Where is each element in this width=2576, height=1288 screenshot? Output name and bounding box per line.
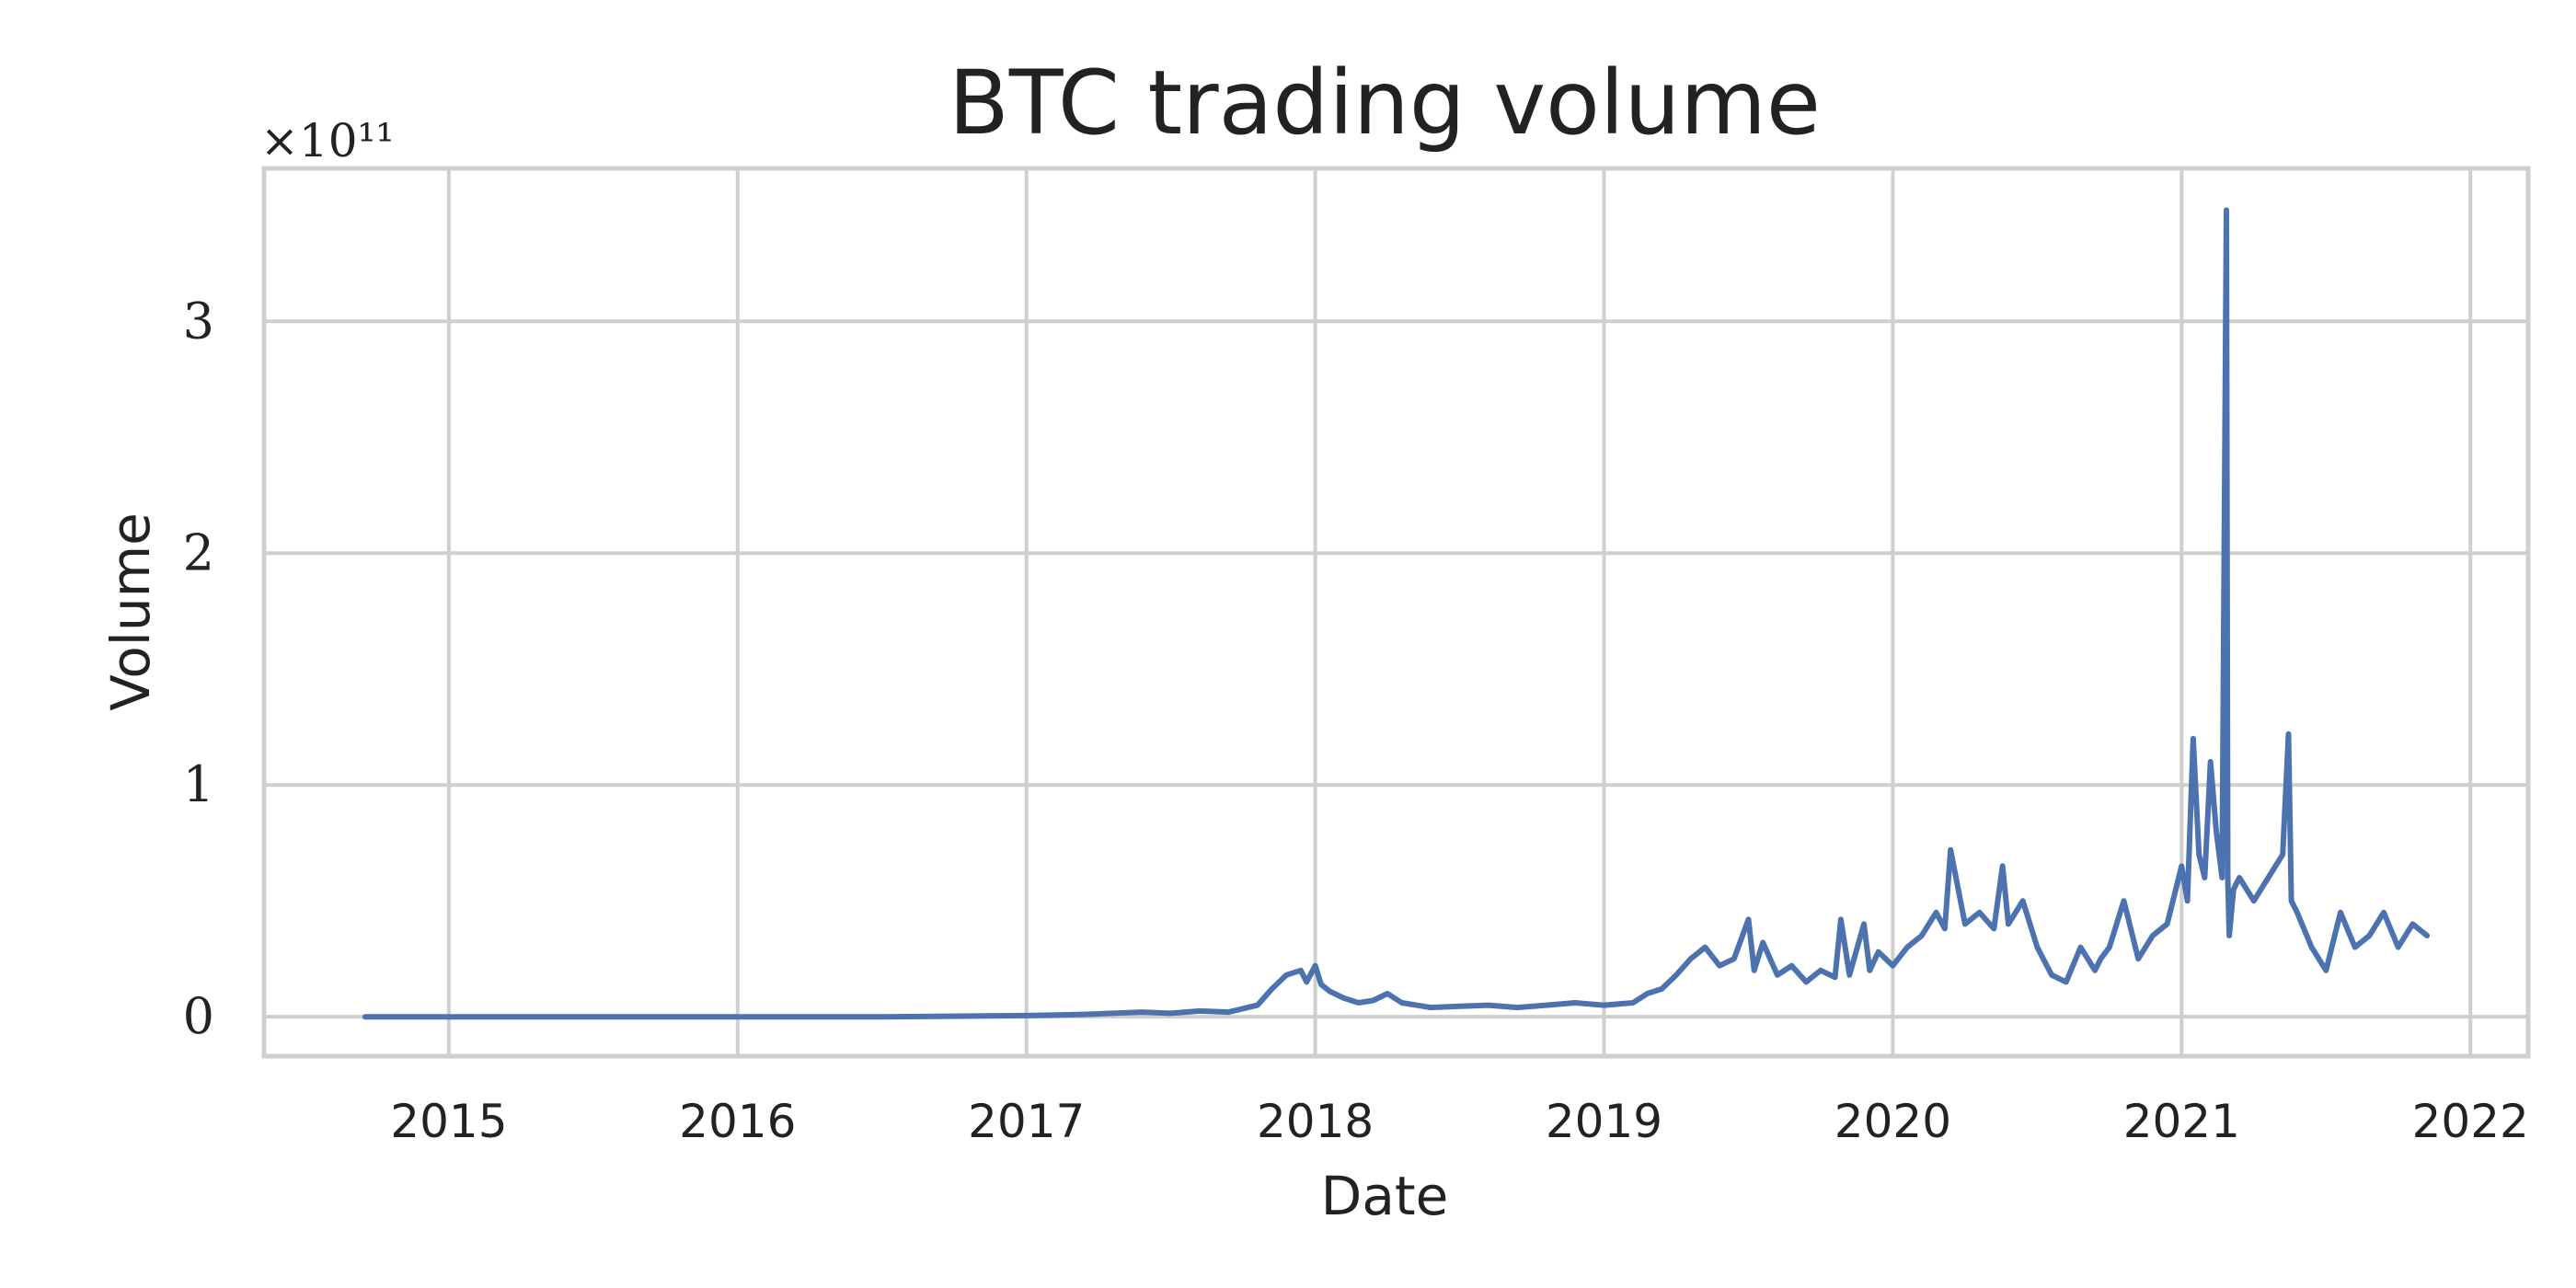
- x-tick-labels: 2015 2016 2017 2018 2019 2020 2021 2022: [390, 1095, 2529, 1148]
- y-offset-text: ×10¹¹: [260, 114, 395, 167]
- y-tick-labels: 0 1 2 3: [183, 292, 214, 1045]
- chart-title: BTC trading volume: [949, 52, 1821, 155]
- x-tick-label: 2018: [1257, 1095, 1374, 1148]
- y-tick-label: 3: [183, 292, 214, 350]
- x-tick-label: 2019: [1546, 1095, 1662, 1148]
- x-tick-label: 2021: [2123, 1095, 2240, 1148]
- x-tick-label: 2022: [2412, 1095, 2529, 1148]
- plot-frame: [261, 166, 2531, 1059]
- x-tick-label: 2015: [390, 1095, 507, 1148]
- x-tick-label: 2020: [1834, 1095, 1951, 1148]
- x-axis-label: Date: [1321, 1165, 1449, 1227]
- y-axis-label: Volume: [99, 512, 162, 711]
- y-tick-label: 1: [183, 755, 214, 813]
- y-tick-label: 2: [183, 523, 214, 581]
- y-tick-label: 0: [183, 987, 214, 1045]
- x-tick-label: 2016: [679, 1095, 796, 1148]
- series-line-volume: [362, 207, 2431, 1020]
- x-tick-label: 2017: [968, 1095, 1085, 1148]
- grid-layer: [264, 168, 2528, 1056]
